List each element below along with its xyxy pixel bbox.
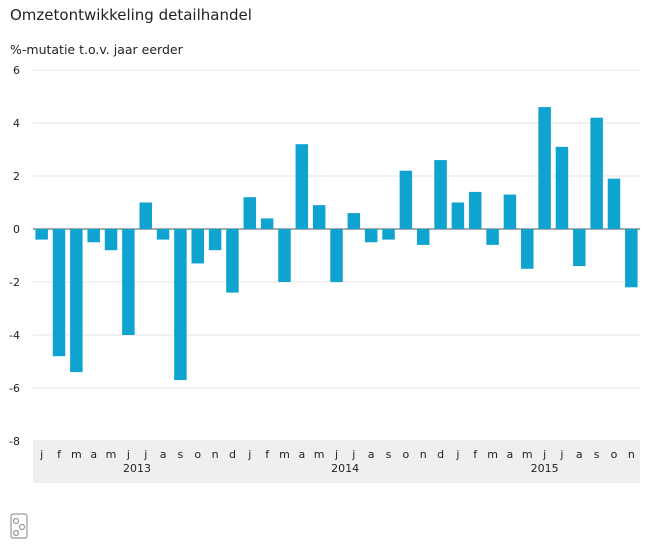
- bar: [122, 229, 135, 335]
- bar: [538, 107, 551, 229]
- chart-title: Omzetontwikkeling detailhandel: [10, 6, 252, 24]
- x-tick-label: f: [265, 448, 270, 461]
- x-tick-label: n: [212, 448, 219, 461]
- bars: [35, 107, 638, 381]
- x-tick-label: j: [559, 448, 563, 461]
- x-tick-label: a: [507, 448, 514, 461]
- bar: [191, 229, 205, 264]
- x-tick-label: m: [314, 448, 325, 461]
- x-tick-label: a: [160, 448, 167, 461]
- x-tick-label: s: [386, 448, 392, 461]
- x-tick-label: n: [420, 448, 427, 461]
- year-label: 2015: [531, 462, 559, 475]
- x-tick-label: j: [247, 448, 251, 461]
- y-tick-label: -4: [9, 329, 20, 342]
- bar: [590, 117, 603, 229]
- bar: [295, 144, 309, 229]
- bar: [208, 229, 222, 251]
- bar: [260, 218, 274, 229]
- bar: [156, 229, 170, 240]
- x-tick-label: m: [522, 448, 533, 461]
- y-axis-label: %-mutatie t.o.v. jaar eerder: [10, 42, 183, 57]
- bar: [139, 202, 152, 229]
- bar: [330, 229, 343, 282]
- x-tick-label: f: [473, 448, 478, 461]
- bar: [468, 191, 482, 229]
- bar: [70, 229, 83, 373]
- y-tick-label: 6: [13, 64, 20, 77]
- bar: [451, 202, 465, 229]
- x-tick-label: j: [542, 448, 546, 461]
- y-tick-label: -8: [9, 435, 20, 448]
- year-label: 2013: [123, 462, 151, 475]
- bar: [434, 160, 447, 229]
- bar: [625, 229, 638, 288]
- bar: [521, 229, 534, 269]
- x-tick-label: m: [106, 448, 117, 461]
- bar: [399, 170, 413, 229]
- x-tick-label: j: [39, 448, 43, 461]
- x-tick-label: m: [279, 448, 290, 461]
- x-tick-label: s: [178, 448, 184, 461]
- x-tick-label: j: [143, 448, 147, 461]
- x-tick-label: j: [351, 448, 355, 461]
- x-axis-band: [33, 441, 640, 483]
- bar: [52, 229, 66, 357]
- x-tick-label: s: [594, 448, 600, 461]
- bar: [347, 213, 361, 229]
- bar: [486, 229, 499, 245]
- x-tick-label: j: [126, 448, 130, 461]
- bar: [503, 194, 517, 229]
- y-tick-label: -2: [9, 276, 20, 289]
- x-tick-label: a: [90, 448, 97, 461]
- bar: [243, 197, 257, 229]
- bar: [382, 229, 395, 240]
- x-tick-label: a: [576, 448, 583, 461]
- bar: [174, 229, 187, 381]
- x-tick-label: d: [437, 448, 444, 461]
- bar: [416, 229, 430, 245]
- x-tick-label: o: [194, 448, 201, 461]
- bar: [278, 229, 291, 282]
- y-tick-label: 4: [13, 117, 20, 130]
- cbs-logo-icon: [10, 513, 28, 539]
- y-tick-label: 2: [13, 170, 20, 183]
- x-tick-label: o: [611, 448, 618, 461]
- bar: [226, 229, 239, 293]
- x-tick-label: j: [455, 448, 459, 461]
- y-tick-label: -6: [9, 382, 20, 395]
- bar: [364, 229, 378, 243]
- x-tick-label: m: [71, 448, 82, 461]
- year-label: 2014: [331, 462, 359, 475]
- bar: [104, 229, 118, 251]
- x-tick-label: a: [368, 448, 375, 461]
- bar: [555, 146, 569, 229]
- bar: [312, 205, 326, 229]
- x-tick-label: d: [229, 448, 236, 461]
- y-tick-labels: 6 4 2 0 -2 -4 -6 -8: [9, 64, 20, 448]
- x-tick-label: m: [487, 448, 498, 461]
- bar: [573, 229, 586, 267]
- bar: [35, 229, 48, 240]
- x-tick-label: j: [334, 448, 338, 461]
- x-tick-label: f: [57, 448, 62, 461]
- bar: [607, 178, 621, 229]
- year-labels: 2013 2014 2015: [123, 462, 559, 475]
- bar: [87, 229, 100, 243]
- x-tick-label: o: [403, 448, 410, 461]
- y-tick-label: 0: [13, 223, 20, 236]
- x-tick-label: n: [628, 448, 635, 461]
- x-tick-label: a: [298, 448, 305, 461]
